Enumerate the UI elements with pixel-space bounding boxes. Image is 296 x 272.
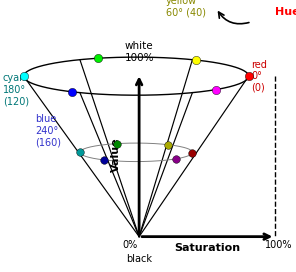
- Text: yellow
60° (40): yellow 60° (40): [166, 0, 206, 18]
- Text: white
100%: white 100%: [124, 41, 154, 63]
- Text: Saturation: Saturation: [174, 243, 240, 253]
- Text: Hue: Hue: [275, 7, 296, 17]
- Text: cyan
180°
(120): cyan 180° (120): [3, 73, 29, 106]
- Text: black: black: [126, 254, 152, 264]
- Text: Value: Value: [110, 138, 120, 172]
- Text: 100%: 100%: [265, 240, 292, 250]
- Text: 0%: 0%: [123, 240, 138, 250]
- Text: blue
240°
(160): blue 240° (160): [36, 114, 62, 147]
- Text: red
0°
(0): red 0° (0): [252, 60, 268, 93]
